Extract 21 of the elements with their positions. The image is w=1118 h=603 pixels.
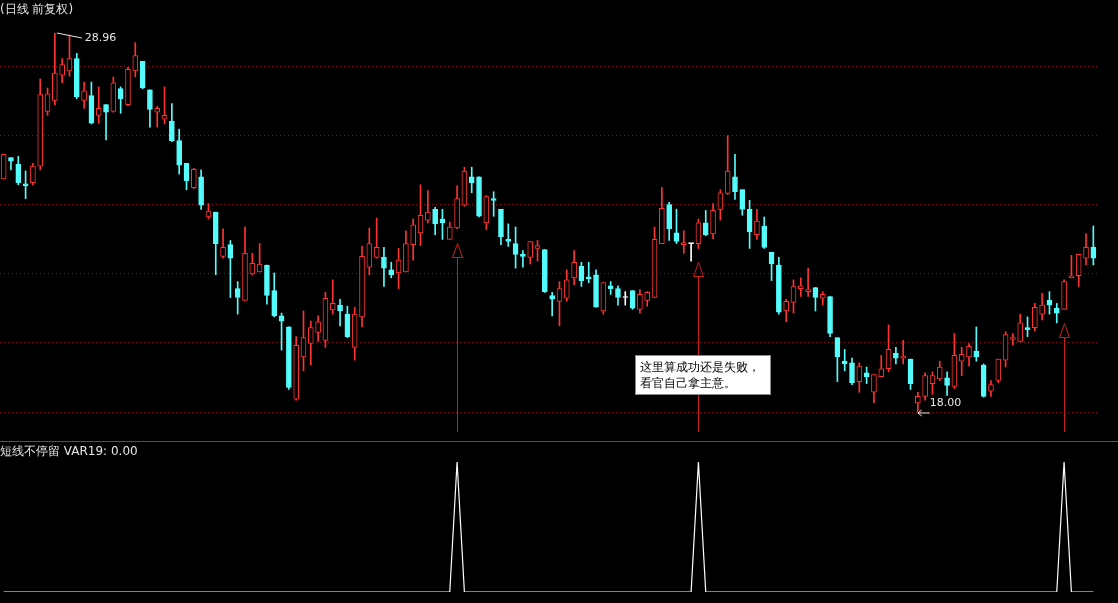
chart-title: (日线 前复权) — [0, 1, 74, 18]
candlestick — [103, 104, 109, 141]
candlestick — [425, 190, 431, 224]
candlestick — [958, 347, 965, 377]
annotation: 28.96 — [84, 30, 117, 44]
candlestick — [549, 292, 555, 317]
candlestick — [329, 279, 336, 315]
chart-title: 短线不停留 VAR19: 0.00 — [0, 443, 138, 460]
candlestick — [1010, 333, 1016, 346]
candlestick — [1053, 303, 1060, 324]
candlestick — [95, 86, 102, 124]
annotation: 这里算成功还是失败，看官自己拿主意。 — [635, 355, 771, 395]
candlestick — [468, 166, 475, 194]
candlestick — [797, 277, 804, 297]
candlestick — [680, 230, 687, 254]
candlestick — [505, 223, 512, 247]
annotation: 18.00 — [929, 395, 962, 409]
candlestick — [337, 298, 343, 327]
candlestick — [585, 261, 592, 283]
candlestick — [805, 267, 811, 297]
candlestick — [520, 250, 526, 268]
